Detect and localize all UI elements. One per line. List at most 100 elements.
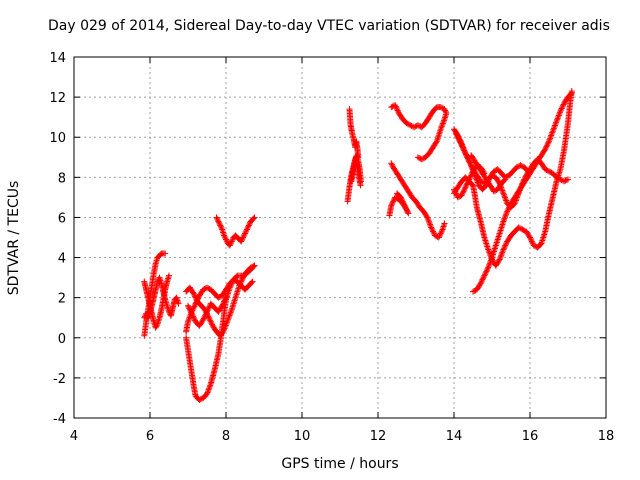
data-point (245, 223, 252, 230)
data-point (230, 276, 237, 283)
data-point (189, 289, 196, 296)
data-point (542, 166, 549, 173)
data-point (547, 168, 554, 175)
data-point (216, 221, 223, 228)
data-point (225, 315, 232, 322)
data-point (192, 294, 199, 301)
x-tick-label: 8 (222, 429, 230, 444)
data-point (223, 237, 230, 244)
data-point (408, 122, 415, 129)
data-point (200, 316, 207, 323)
data-point (500, 217, 507, 224)
data-point (191, 303, 198, 310)
data-point (490, 168, 497, 175)
data-point (390, 198, 397, 205)
data-point (219, 301, 226, 308)
data-point (185, 318, 191, 325)
data-point (152, 324, 159, 331)
data-point (200, 315, 207, 322)
data-point (560, 101, 567, 108)
data-point (389, 162, 396, 169)
data-point (214, 215, 221, 222)
data-point (190, 290, 197, 297)
data-point (403, 120, 410, 127)
data-point (466, 158, 473, 165)
data-point (503, 211, 510, 218)
data-point (247, 264, 254, 271)
data-point (248, 279, 255, 286)
data-point (196, 396, 203, 403)
data-point (204, 284, 210, 291)
data-point (426, 218, 433, 225)
data-point (216, 293, 223, 300)
data-point (220, 300, 227, 307)
data-point (404, 120, 411, 127)
data-point (166, 272, 172, 279)
data-point (483, 268, 490, 275)
data-point (543, 166, 550, 173)
data-point (239, 235, 246, 242)
data-point (486, 249, 493, 256)
data-point (456, 193, 463, 200)
y-tick-label: -4 (53, 412, 66, 427)
data-point (504, 208, 511, 215)
data-point (466, 176, 473, 183)
data-point (555, 113, 562, 120)
data-point (202, 312, 209, 319)
data-point (544, 167, 551, 174)
data-point (218, 303, 225, 310)
data-point (205, 314, 212, 321)
data-point (498, 250, 505, 257)
data-point (238, 237, 245, 244)
data-point (220, 327, 227, 334)
data-point (242, 230, 248, 237)
data-point (518, 225, 525, 232)
data-point (451, 187, 458, 194)
data-point (202, 311, 209, 318)
data-point (479, 276, 486, 283)
data-point (478, 277, 485, 284)
data-point (240, 234, 247, 241)
data-point (222, 235, 229, 242)
data-point (407, 122, 414, 129)
data-point (227, 309, 234, 316)
data-point (238, 277, 245, 284)
data-point (214, 217, 221, 224)
data-point (499, 249, 506, 256)
data-point (565, 176, 571, 183)
data-point (394, 106, 400, 113)
data-point (208, 320, 215, 327)
data-point (246, 221, 253, 228)
data-point (239, 275, 246, 282)
data-point (554, 116, 561, 123)
data-point (506, 204, 513, 211)
data-point (204, 390, 210, 397)
data-point (186, 315, 193, 322)
data-point (518, 162, 525, 169)
data-point (206, 383, 213, 390)
data-point (221, 233, 228, 240)
data-point (435, 234, 442, 241)
data-point (487, 258, 494, 265)
data-point (241, 231, 248, 238)
data-point (193, 296, 200, 303)
data-point (191, 291, 198, 298)
data-point (458, 192, 465, 199)
data-point (461, 148, 468, 155)
data-point (424, 215, 431, 222)
data-point (458, 142, 465, 149)
data-point (468, 162, 475, 169)
data-point (432, 232, 438, 239)
data-point (439, 120, 446, 127)
data-point (205, 304, 212, 311)
data-point (558, 105, 565, 112)
data-point (223, 321, 230, 328)
data-point (221, 298, 228, 305)
data-point (406, 121, 413, 128)
data-point (207, 318, 214, 325)
y-tick-label: 14 (49, 51, 66, 66)
data-point (438, 227, 445, 234)
data-point (388, 202, 395, 209)
data-point (389, 199, 396, 206)
data-point (223, 294, 229, 301)
